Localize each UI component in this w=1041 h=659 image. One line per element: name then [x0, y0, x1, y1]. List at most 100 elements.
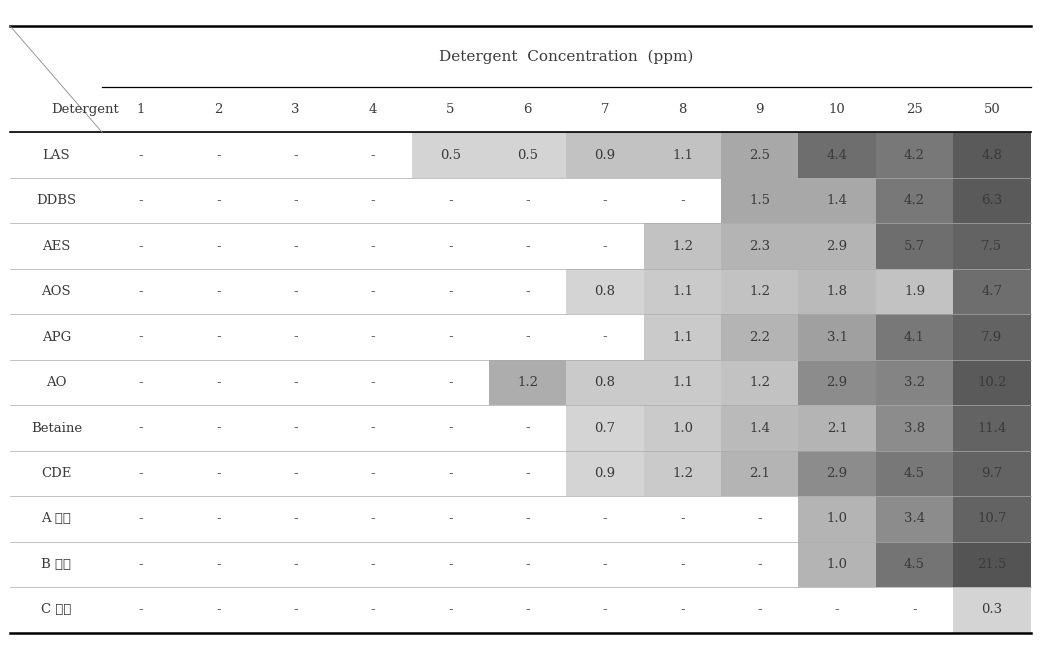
- Text: 4: 4: [369, 103, 377, 116]
- Text: -: -: [138, 240, 144, 252]
- Bar: [875, 360, 954, 405]
- Bar: [798, 360, 875, 405]
- Text: 8: 8: [679, 103, 687, 116]
- Text: 1.0: 1.0: [671, 422, 693, 434]
- Text: 2.2: 2.2: [750, 331, 770, 343]
- Bar: [566, 132, 643, 178]
- Text: AO: AO: [46, 376, 67, 389]
- Bar: [954, 314, 1031, 360]
- Bar: [721, 405, 798, 451]
- Text: AOS: AOS: [42, 285, 71, 298]
- Text: C 제품: C 제품: [42, 604, 72, 616]
- Bar: [875, 269, 954, 314]
- Text: -: -: [448, 604, 453, 616]
- Text: -: -: [448, 513, 453, 525]
- Text: 1.1: 1.1: [671, 149, 693, 161]
- Bar: [643, 314, 721, 360]
- Text: 0.9: 0.9: [594, 467, 615, 480]
- Text: -: -: [371, 558, 376, 571]
- Bar: [954, 223, 1031, 269]
- Text: -: -: [526, 513, 530, 525]
- Text: -: -: [448, 240, 453, 252]
- Bar: [643, 405, 721, 451]
- Text: -: -: [448, 376, 453, 389]
- Text: -: -: [215, 422, 221, 434]
- Bar: [721, 314, 798, 360]
- Text: -: -: [215, 376, 221, 389]
- Text: 10.2: 10.2: [977, 376, 1007, 389]
- Text: CDE: CDE: [42, 467, 72, 480]
- Text: 3.4: 3.4: [904, 513, 925, 525]
- Bar: [875, 178, 954, 223]
- Text: 1: 1: [136, 103, 145, 116]
- Bar: [875, 132, 954, 178]
- Text: Betaine: Betaine: [31, 422, 82, 434]
- Text: 11.4: 11.4: [977, 422, 1007, 434]
- Text: 4.7: 4.7: [982, 285, 1002, 298]
- Text: -: -: [294, 240, 298, 252]
- Text: 1.4: 1.4: [750, 422, 770, 434]
- Text: -: -: [138, 558, 144, 571]
- Text: -: -: [603, 240, 607, 252]
- Text: -: -: [371, 422, 376, 434]
- Text: 4.4: 4.4: [827, 149, 847, 161]
- Text: -: -: [294, 604, 298, 616]
- Bar: [798, 178, 875, 223]
- Text: -: -: [138, 467, 144, 480]
- Text: 0.5: 0.5: [440, 149, 461, 161]
- Text: 7.5: 7.5: [982, 240, 1002, 252]
- Text: APG: APG: [42, 331, 71, 343]
- Text: -: -: [758, 558, 762, 571]
- Text: -: -: [680, 604, 685, 616]
- Bar: [798, 223, 875, 269]
- Text: 9.7: 9.7: [982, 467, 1002, 480]
- Text: -: -: [526, 331, 530, 343]
- Text: 1.2: 1.2: [671, 240, 693, 252]
- Text: -: -: [215, 513, 221, 525]
- Text: -: -: [371, 194, 376, 207]
- Text: 2.9: 2.9: [827, 467, 847, 480]
- Text: 1.8: 1.8: [827, 285, 847, 298]
- Text: 4.2: 4.2: [904, 149, 925, 161]
- Bar: [721, 223, 798, 269]
- Text: -: -: [371, 149, 376, 161]
- Text: -: -: [526, 240, 530, 252]
- Bar: [798, 405, 875, 451]
- Text: -: -: [448, 194, 453, 207]
- Text: 2.1: 2.1: [750, 467, 770, 480]
- Bar: [798, 496, 875, 542]
- Bar: [954, 451, 1031, 496]
- Bar: [643, 451, 721, 496]
- Text: 1.2: 1.2: [750, 376, 770, 389]
- Text: 7: 7: [601, 103, 609, 116]
- Text: LAS: LAS: [43, 149, 70, 161]
- Bar: [875, 405, 954, 451]
- Text: 2: 2: [214, 103, 223, 116]
- Bar: [721, 269, 798, 314]
- Text: -: -: [680, 194, 685, 207]
- Text: 3: 3: [291, 103, 300, 116]
- Text: -: -: [448, 422, 453, 434]
- Text: -: -: [603, 331, 607, 343]
- Bar: [954, 405, 1031, 451]
- Bar: [798, 269, 875, 314]
- Text: -: -: [448, 285, 453, 298]
- Bar: [875, 314, 954, 360]
- Bar: [566, 360, 643, 405]
- Text: 1.1: 1.1: [671, 331, 693, 343]
- Text: A 제품: A 제품: [42, 513, 71, 525]
- Bar: [875, 542, 954, 587]
- Bar: [954, 132, 1031, 178]
- Text: -: -: [371, 240, 376, 252]
- Text: -: -: [215, 240, 221, 252]
- Text: 0.5: 0.5: [517, 149, 538, 161]
- Text: 5: 5: [447, 103, 455, 116]
- Text: -: -: [215, 558, 221, 571]
- Bar: [954, 178, 1031, 223]
- Text: -: -: [371, 467, 376, 480]
- Text: 2.5: 2.5: [750, 149, 770, 161]
- Bar: [721, 132, 798, 178]
- Text: 0.8: 0.8: [594, 376, 615, 389]
- Text: 1.1: 1.1: [671, 285, 693, 298]
- Text: -: -: [215, 194, 221, 207]
